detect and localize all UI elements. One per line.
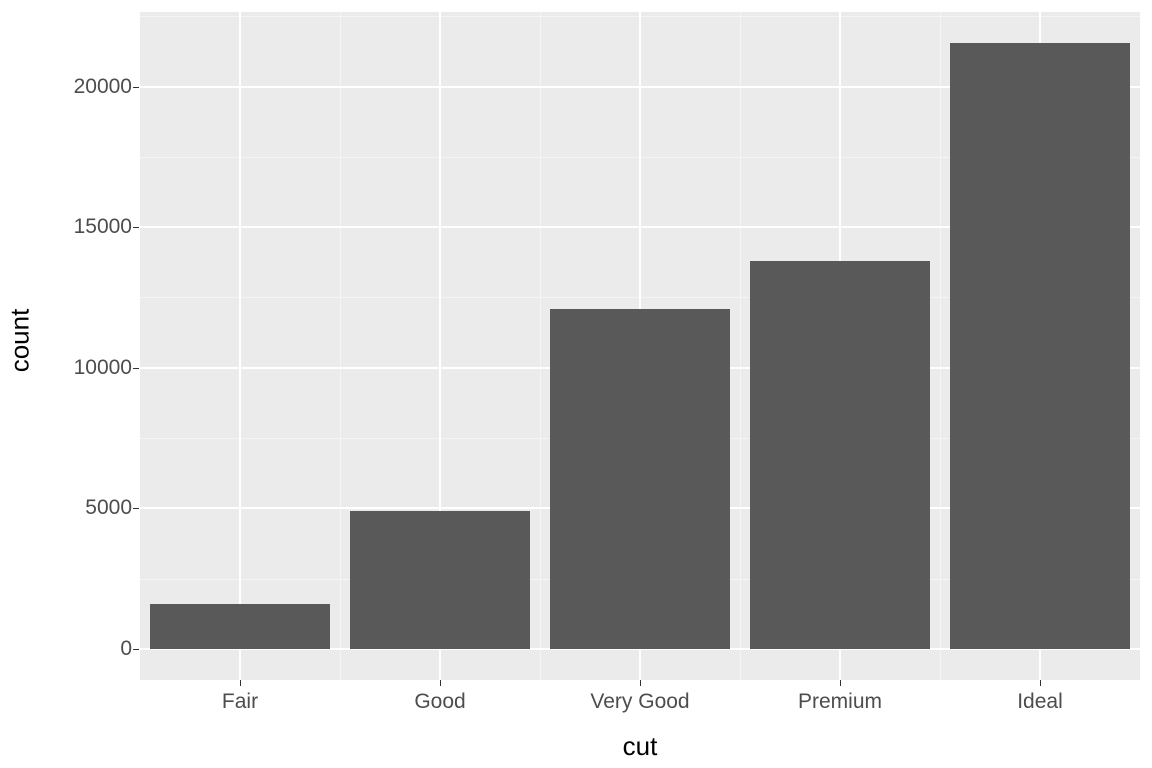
x-tick-mark bbox=[840, 680, 841, 686]
x-tick-mark bbox=[240, 680, 241, 686]
y-tick-mark bbox=[133, 649, 139, 650]
x-tick-mark bbox=[440, 680, 441, 686]
y-tick-mark bbox=[133, 227, 139, 228]
x-tick-mark bbox=[1040, 680, 1041, 686]
x-tick-label: Premium bbox=[798, 690, 882, 714]
grid-minor-v bbox=[340, 12, 341, 680]
y-tick-label: 10000 bbox=[32, 356, 132, 380]
x-tick-mark bbox=[640, 680, 641, 686]
chart-container: count cut 0 5000 10000 15000 20000 Fair Good V… bbox=[0, 0, 1152, 768]
grid-major-v bbox=[239, 12, 241, 680]
bar bbox=[750, 261, 930, 649]
bar bbox=[550, 309, 730, 649]
y-tick-mark bbox=[133, 87, 139, 88]
x-tick-label: Fair bbox=[222, 690, 258, 714]
y-axis-title-text: count bbox=[5, 308, 36, 372]
x-tick-label: Good bbox=[414, 690, 465, 714]
plot-panel bbox=[140, 12, 1140, 680]
grid-minor-v bbox=[940, 12, 941, 680]
grid-minor-v bbox=[740, 12, 741, 680]
bar bbox=[350, 511, 530, 649]
y-axis-title: count bbox=[0, 0, 40, 680]
y-tick-label: 0 bbox=[32, 637, 132, 661]
x-tick-label: Very Good bbox=[590, 690, 689, 714]
grid-minor-v bbox=[540, 12, 541, 680]
bar bbox=[950, 43, 1130, 649]
y-tick-label: 5000 bbox=[32, 496, 132, 520]
bar bbox=[150, 604, 330, 649]
y-tick-mark bbox=[133, 368, 139, 369]
x-tick-label: Ideal bbox=[1017, 690, 1063, 714]
x-axis-title-text: cut bbox=[623, 731, 658, 761]
y-tick-mark bbox=[133, 508, 139, 509]
y-tick-label: 15000 bbox=[32, 215, 132, 239]
x-axis-title: cut bbox=[140, 731, 1140, 762]
y-tick-label: 20000 bbox=[32, 75, 132, 99]
